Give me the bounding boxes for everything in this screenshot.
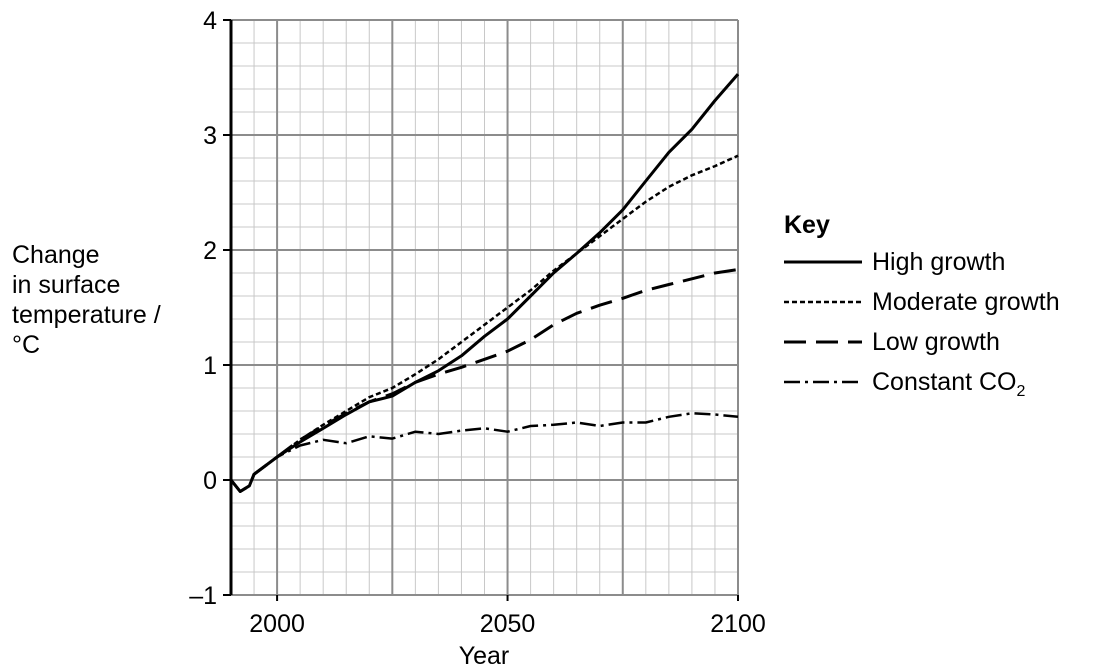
legend-swatch-dash-dot: [784, 380, 862, 384]
series-lines: [229, 73, 740, 493]
x-tick-label: 2100: [710, 610, 766, 638]
legend-title: Key: [784, 211, 830, 239]
y-tick-label: 2: [203, 237, 217, 265]
y-axis-label-line: Change: [12, 241, 100, 269]
y-axis-label-line: temperature /: [12, 301, 161, 329]
x-axis-label: Year: [459, 642, 510, 668]
y-tick-label: 0: [203, 467, 217, 495]
x-tick-label: 2050: [480, 610, 536, 638]
legend-swatch-solid: [784, 260, 862, 264]
legend-label-main: Constant CO: [872, 368, 1017, 396]
legend-entry-moderate-growth: Moderate growth: [784, 282, 1060, 322]
y-axis-label: Change in surface temperature / °C: [12, 240, 161, 360]
legend: Key High growth Moderate growth Low grow…: [784, 208, 1060, 402]
minor-gridlines: [230, 19, 739, 596]
legend-label-subscript: 2: [1016, 383, 1026, 400]
legend-label: Moderate growth: [872, 288, 1060, 316]
y-tick-label: 3: [203, 122, 217, 150]
y-tick-label: 4: [203, 7, 217, 35]
series-line-dash-dot: [230, 412, 739, 493]
legend-label: Constant CO2: [872, 362, 1025, 412]
legend-entry-constant-co2: Constant CO2: [784, 362, 1025, 402]
tick-labels: –1 0 1 2 3 4 2000 2050 2100: [189, 7, 766, 638]
legend-label: High growth: [872, 248, 1006, 276]
y-tick-label: 1: [203, 352, 217, 380]
legend-swatch-dotted: [784, 300, 862, 304]
y-tick-label: –1: [189, 582, 217, 610]
y-axis-label-line: in surface: [12, 271, 121, 299]
legend-label: Low growth: [872, 328, 1000, 356]
major-gridlines: [231, 19, 739, 596]
legend-entry-low-growth: Low growth: [784, 322, 1000, 362]
legend-swatch-dashed: [784, 340, 862, 344]
legend-entry-high-growth: High growth: [784, 242, 1005, 282]
axes: [223, 19, 739, 601]
x-tick-label: 2000: [249, 610, 305, 638]
y-axis-label-line: °C: [12, 331, 41, 359]
